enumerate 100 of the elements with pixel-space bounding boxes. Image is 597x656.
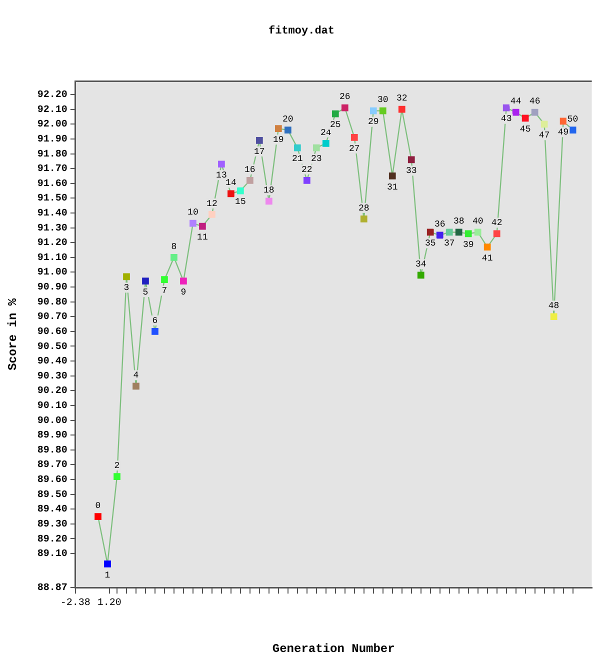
annotation: 47: [538, 130, 550, 141]
y-tick-label: 90.80: [37, 297, 68, 308]
point: [550, 313, 558, 320]
annotation: 35: [424, 238, 436, 249]
point: [484, 244, 491, 250]
point: [284, 126, 292, 134]
annotation: 15: [235, 197, 246, 208]
annotation: 37: [444, 238, 455, 249]
point: [464, 230, 472, 238]
y-tick-label: 91.40: [37, 208, 68, 220]
y-tick-label: 91.60: [37, 178, 68, 190]
point: [350, 134, 358, 141]
annotation: 14: [226, 178, 236, 188]
annotation: 30: [377, 95, 388, 106]
point: [540, 120, 548, 128]
y-tick-label: 89.60: [37, 475, 68, 486]
annotation: 28: [358, 203, 370, 214]
point: [474, 228, 482, 236]
point: [237, 187, 244, 194]
annotation: 19: [273, 134, 284, 145]
annotation: 9: [180, 287, 186, 298]
point: [180, 278, 187, 285]
annotation: 0: [95, 500, 101, 511]
y-tick-label: 90.00: [37, 416, 68, 427]
point: [132, 382, 140, 390]
y-tick-label: 91.80: [37, 149, 68, 160]
y-tick-label: 89.70: [37, 460, 68, 472]
annotation: 31: [386, 182, 398, 192]
annotation: 8: [171, 242, 177, 252]
point: [228, 190, 234, 198]
point: [341, 104, 348, 112]
point: [161, 276, 168, 284]
point: [446, 228, 453, 236]
annotation: 48: [548, 301, 560, 312]
y-tick-label: 90.10: [37, 400, 68, 412]
point: [512, 108, 520, 116]
point: [569, 126, 576, 134]
annotation: 49: [558, 128, 569, 138]
point: [388, 172, 396, 180]
y-tick-label: 90.50: [37, 342, 68, 353]
y-tick-label: 89.10: [37, 549, 68, 560]
point: [502, 104, 510, 112]
point: [152, 328, 158, 335]
annotation: 42: [491, 218, 502, 228]
y-tick-label: 90.90: [37, 282, 68, 294]
y-tick-label: 91.10: [37, 252, 68, 264]
point: [436, 232, 444, 239]
annotation: 10: [188, 208, 198, 218]
y-tick-label: 89.80: [37, 445, 68, 456]
chart-title: fitmoy.dat: [268, 24, 335, 38]
y-tick-label: 91.50: [37, 194, 68, 205]
point: [94, 513, 102, 520]
y-axis-title: Score in %: [6, 298, 20, 370]
point: [123, 273, 130, 280]
annotation: 18: [264, 186, 274, 196]
point: [114, 473, 120, 480]
annotation: 33: [406, 166, 417, 176]
point: [370, 107, 377, 114]
point: [142, 278, 149, 285]
point: [104, 560, 111, 568]
y-tick-label: 88.87: [37, 583, 68, 594]
annotation: 21: [292, 154, 303, 164]
annotation: 39: [462, 240, 474, 250]
annotation: 22: [302, 164, 312, 175]
point: [218, 160, 225, 168]
point: [417, 272, 424, 279]
annotation: 13: [216, 170, 227, 181]
point: [360, 215, 368, 222]
point: [522, 114, 529, 122]
y-tick-label: 92.20: [37, 90, 68, 102]
y-tick-label: 91.20: [37, 238, 68, 250]
point: [560, 118, 567, 125]
annotation: 40: [472, 216, 484, 227]
annotation: 36: [434, 220, 446, 230]
y-tick-label: 91.70: [37, 164, 68, 176]
annotation: 24: [320, 128, 332, 138]
annotation: 38: [453, 216, 464, 227]
annotation: 45: [520, 124, 531, 135]
point: [493, 230, 500, 238]
point: [398, 106, 406, 113]
annotation: 41: [482, 253, 493, 264]
point: [256, 137, 263, 144]
annotation: 34: [415, 260, 426, 270]
point: [332, 110, 339, 118]
y-tick-label: 89.40: [37, 504, 68, 516]
point: [190, 220, 196, 227]
annotation: 2: [114, 460, 120, 471]
x-tick-label: -2.38: [60, 598, 90, 610]
point: [379, 107, 386, 114]
annotation: 32: [396, 94, 408, 104]
point: [303, 176, 310, 184]
annotation: 43: [500, 114, 512, 124]
point: [275, 125, 282, 132]
y-tick-label: 89.90: [37, 430, 68, 442]
annotation: 3: [124, 283, 130, 294]
y-tick-label: 91.30: [37, 223, 68, 234]
x-tick-label: 1.20: [97, 598, 122, 610]
annotation: 44: [510, 96, 522, 107]
annotation: 16: [244, 164, 256, 175]
annotation: 50: [567, 114, 578, 124]
